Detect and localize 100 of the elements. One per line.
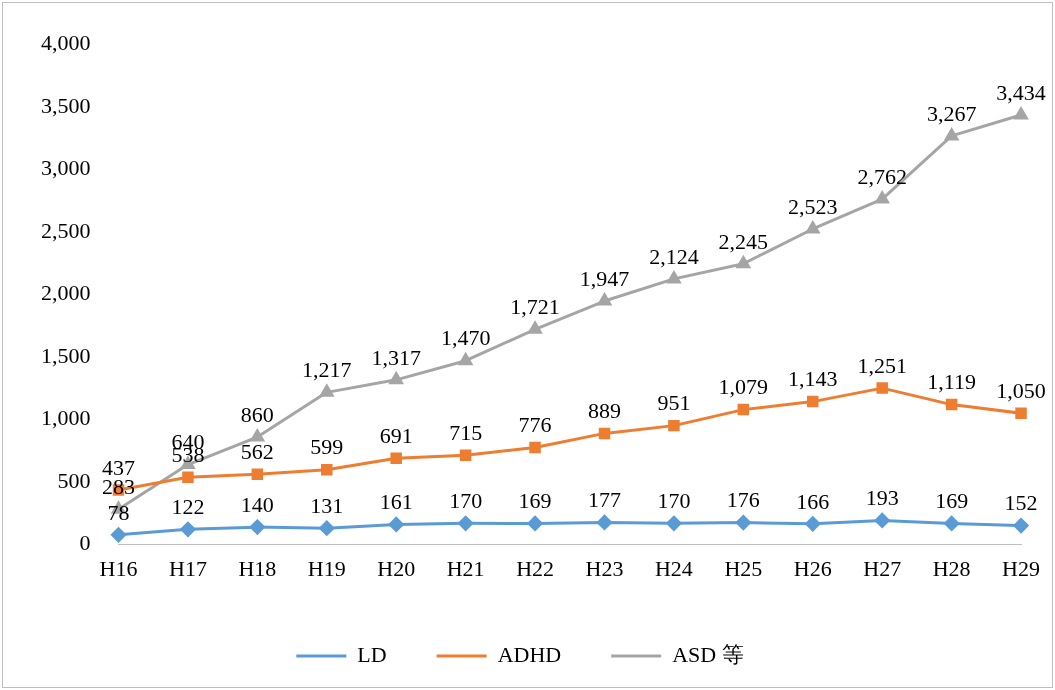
y-tick-label: 4,000: [41, 29, 91, 55]
data-label: 170: [449, 488, 483, 514]
data-label: 1,947: [579, 265, 630, 291]
point: [597, 293, 612, 306]
point: [596, 514, 612, 530]
point: [1015, 407, 1027, 419]
y-tick-label: 0: [79, 530, 91, 556]
point: [251, 468, 264, 481]
y-tick-label: 3,000: [41, 155, 91, 181]
data-label: 1,470: [440, 325, 491, 351]
point: [876, 382, 888, 394]
data-label: 1,317: [371, 344, 421, 370]
point: [944, 128, 959, 141]
point: [388, 516, 404, 532]
y-tick-label: 500: [57, 467, 91, 493]
y-tick-label: 3,500: [41, 92, 91, 118]
point: [528, 321, 542, 334]
x-tick-label: H27: [863, 555, 902, 581]
point: [458, 515, 474, 531]
data-label: 2,523: [788, 193, 838, 219]
point: [1013, 518, 1029, 534]
data-label: 691: [379, 422, 413, 448]
data-label: 715: [449, 419, 483, 445]
point: [527, 515, 543, 531]
data-label: 170: [657, 488, 691, 514]
x-tick-label: H25: [724, 555, 763, 581]
point: [111, 527, 126, 543]
data-label: 122: [171, 494, 205, 520]
data-label: 1,050: [996, 378, 1046, 404]
data-label: 951: [657, 390, 691, 416]
point: [944, 515, 960, 531]
data-label: 1,217: [302, 357, 352, 383]
y-tick-label: 1,500: [41, 342, 91, 368]
x-tick-label: H19: [307, 555, 346, 581]
point: [737, 403, 750, 416]
point: [249, 519, 265, 535]
data-label: 1,721: [510, 294, 560, 320]
data-label: 1,079: [718, 374, 769, 400]
data-label: 131: [310, 492, 344, 518]
data-label: 169: [935, 488, 969, 514]
point: [945, 398, 958, 411]
point: [390, 452, 402, 464]
x-tick-label: H18: [238, 555, 277, 581]
data-label: 860: [240, 401, 274, 427]
x-tick-label: H21: [446, 555, 485, 581]
point: [320, 384, 334, 397]
x-tick-label: H22: [516, 555, 555, 581]
point: [736, 256, 751, 269]
x-tick-label: H29: [1002, 555, 1040, 581]
point: [666, 515, 682, 531]
point: [321, 463, 333, 476]
x-tick-label: H20: [377, 555, 416, 581]
data-label: 776: [518, 412, 552, 438]
data-label: 2,245: [718, 228, 769, 254]
x-tick-label: H17: [168, 555, 207, 581]
data-label: 166: [796, 488, 830, 514]
point: [598, 427, 611, 440]
data-label: 562: [240, 439, 274, 465]
point: [319, 520, 335, 536]
x-tick-label: H28: [932, 555, 971, 581]
data-label: 3,434: [996, 79, 1046, 105]
x-tick-label: H26: [793, 555, 832, 581]
x-tick-label: H23: [585, 555, 624, 581]
legend-label: ASD 等: [672, 641, 744, 667]
data-label: 3,267: [926, 100, 977, 126]
y-tick-label: 2,000: [41, 280, 91, 306]
legend-label: ADHD: [497, 641, 562, 667]
data-label: 437: [102, 454, 135, 480]
point: [874, 512, 890, 528]
point: [250, 429, 265, 442]
data-label: 169: [518, 488, 552, 514]
point: [182, 471, 194, 484]
data-label: 2,762: [857, 163, 907, 189]
data-label: 140: [240, 491, 274, 517]
legend-label: LD: [357, 641, 387, 667]
data-label: 176: [726, 487, 760, 513]
point: [529, 441, 541, 454]
data-label: 1,143: [788, 366, 838, 392]
point: [805, 516, 821, 532]
x-tick-label: H16: [99, 555, 138, 581]
data-label: 889: [587, 398, 621, 424]
data-label: 2,124: [649, 243, 699, 269]
x-tick-label: H24: [654, 555, 693, 581]
data-label: 78: [107, 499, 130, 525]
data-label: 161: [379, 489, 413, 515]
point: [1014, 107, 1028, 120]
point: [458, 353, 473, 366]
data-label: 1,119: [927, 369, 976, 395]
data-label: 599: [310, 434, 344, 460]
point: [180, 521, 196, 537]
data-label: 152: [1004, 490, 1038, 516]
point: [667, 271, 681, 284]
point: [668, 419, 680, 432]
point: [735, 515, 751, 531]
data-label: 1,251: [857, 352, 907, 378]
data-label: 193: [865, 485, 899, 511]
point: [389, 372, 403, 385]
y-tick-label: 2,500: [41, 217, 91, 243]
point: [806, 221, 820, 234]
y-tick-label: 1,000: [41, 405, 91, 431]
